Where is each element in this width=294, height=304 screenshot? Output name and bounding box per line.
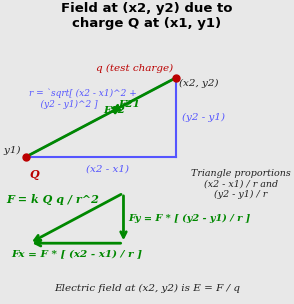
Text: Triangle proportions
(x2 - x1) / r and
(y2 - y1) / r: Triangle proportions (x2 - x1) / r and (…	[191, 169, 291, 199]
Text: F = k Q q / r^2: F = k Q q / r^2	[6, 194, 99, 205]
Text: Fy = F * [ (y2 - y1) / r ]: Fy = F * [ (y2 - y1) / r ]	[128, 213, 250, 223]
Text: Field at (x2, y2) due to
charge Q at (x1, y1): Field at (x2, y2) due to charge Q at (x1…	[61, 2, 233, 29]
Text: (x1, y1): (x1, y1)	[0, 146, 21, 155]
Text: Electric field at (x2, y2) is E = F / q: Electric field at (x2, y2) is E = F / q	[54, 284, 240, 293]
Text: r = `sqrt[ (x2 - x1)^2 +
    (y2 - y1)^2 ]: r = `sqrt[ (x2 - x1)^2 + (y2 - y1)^2 ]	[29, 89, 137, 109]
Text: Fx = F * [ (x2 - x1) / r ]: Fx = F * [ (x2 - x1) / r ]	[11, 249, 142, 258]
Text: (x2 - x1): (x2 - x1)	[86, 164, 129, 173]
Text: F21: F21	[118, 100, 140, 109]
Text: (x2, y2): (x2, y2)	[179, 79, 219, 88]
Text: (y2 - y1): (y2 - y1)	[182, 112, 225, 122]
Text: q (test charge): q (test charge)	[96, 64, 173, 73]
Text: Q: Q	[29, 169, 39, 180]
Text: F12: F12	[103, 106, 126, 115]
